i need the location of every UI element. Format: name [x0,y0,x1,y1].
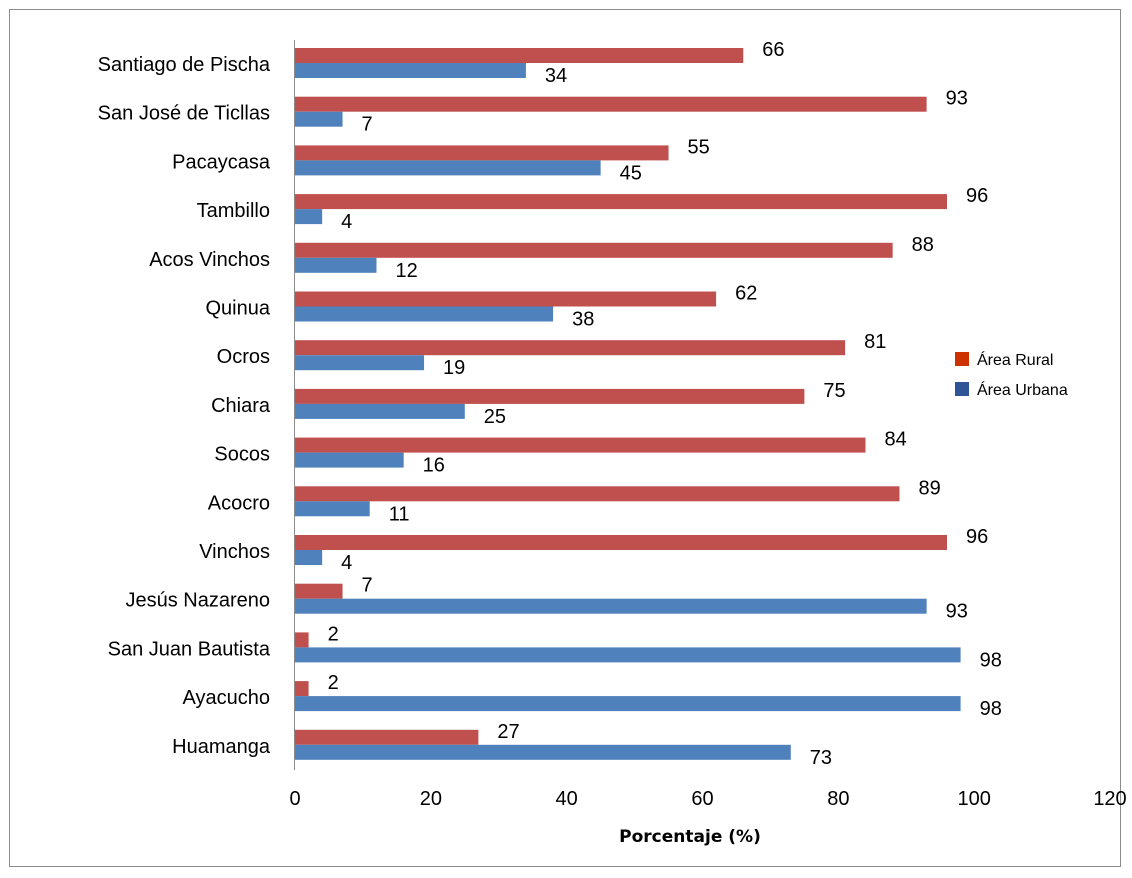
category-label: Tambillo [197,200,270,222]
bar-rural [295,583,343,599]
category-label: Quinua [206,298,271,320]
category-label: Vinchos [199,541,270,563]
data-label-urban: 45 [620,162,642,184]
category-label: Chiara [211,395,271,417]
data-label-rural: 27 [497,721,519,743]
bar-rural [295,291,717,307]
series-urban-bars [295,63,961,760]
data-labels: 66 34 93 7 55 45 96 4 88 12 62 38 81 19 75 25 84 16 89 11 96… [328,39,1002,769]
category-label: Huamanga [172,736,271,758]
legend-swatch [955,382,969,396]
data-label-rural: 96 [966,526,988,548]
data-label-rural: 89 [918,477,940,499]
category-label: San José de Ticllas [98,103,270,125]
bar-rural [295,535,947,550]
category-label: Acocro [208,492,270,514]
category-labels: Santiago de Pischa San José de Ticllas Pac… [98,54,271,758]
category-label: Acos Vinchos [149,249,270,271]
legend-label: Área Rural [977,350,1053,369]
legend: Área Rural Área Urbana [955,350,1068,399]
data-label-rural: 2 [328,623,339,645]
category-label: Socos [214,444,270,466]
bar-rural [295,96,927,112]
x-tick-labels: 0 20 40 60 80 100 120 [289,788,1126,810]
x-tick-label: 120 [1093,788,1126,810]
data-label-urban: 93 [946,601,968,623]
bar-rural [295,681,309,697]
x-tick-label: 40 [556,788,578,810]
data-label-rural: 75 [823,380,845,402]
bar-urban [295,647,961,663]
data-label-rural: 2 [328,672,339,694]
bar-urban [295,501,370,517]
legend-label: Área Urbana [977,380,1068,399]
category-label: Pacaycasa [172,151,271,173]
data-label-urban: 11 [389,503,410,525]
bar-rural [295,48,744,63]
bar-rural [295,632,309,648]
bar-urban [295,403,465,419]
data-label-urban: 4 [341,552,352,574]
data-label-urban: 73 [810,747,832,769]
data-label-rural: 81 [864,331,886,353]
data-label-rural: 93 [946,88,968,110]
data-label-rural: 96 [966,185,988,207]
x-axis-title: Porcentaje (%) [619,827,761,847]
data-label-rural: 7 [362,575,373,597]
series-rural-bars [295,48,947,745]
data-label-urban: 7 [362,114,373,136]
category-label: San Juan Bautista [108,638,271,660]
data-label-urban: 98 [980,649,1002,671]
data-label-urban: 12 [396,260,418,282]
bar-urban [295,598,927,614]
bar-urban [295,550,323,565]
x-tick-label: 60 [691,788,713,810]
bar-urban [295,744,791,760]
bar-rural [295,145,669,161]
bar-urban [295,160,601,176]
data-label-rural: 66 [762,39,784,61]
data-label-urban: 25 [484,406,506,428]
bar-rural [295,486,900,502]
bar-urban [295,696,961,712]
data-label-urban: 38 [572,309,594,331]
data-label-rural: 55 [688,136,710,158]
category-label: Ayacucho [183,687,270,709]
data-label-urban: 16 [423,455,445,477]
legend-swatch [955,352,969,366]
bar-urban [295,63,526,78]
data-label-rural: 84 [885,429,907,451]
bar-rural [295,340,846,356]
bar-rural [295,729,479,745]
bar-urban [295,355,425,371]
x-tick-label: 100 [957,788,990,810]
bar-rural [295,437,866,453]
data-label-rural: 62 [735,283,757,305]
x-tick-label: 0 [289,788,300,810]
data-label-urban: 34 [545,65,567,87]
bar-rural [295,194,947,210]
x-tick-label: 80 [827,788,849,810]
category-label: Ocros [217,346,270,368]
bar-rural [295,388,805,404]
category-label: Santiago de Pischa [98,54,271,76]
data-label-urban: 19 [443,357,465,379]
data-label-urban: 4 [341,211,352,233]
bar-urban [295,306,554,322]
bar-urban [295,452,404,468]
bar-urban [295,111,343,127]
data-label-urban: 98 [980,698,1002,720]
bar-rural [295,242,893,258]
x-tick-label: 20 [420,788,442,810]
category-label: Jesús Nazareno [125,590,270,612]
bar-urban [295,209,323,225]
data-label-rural: 88 [912,234,934,256]
bar-urban [295,257,377,273]
